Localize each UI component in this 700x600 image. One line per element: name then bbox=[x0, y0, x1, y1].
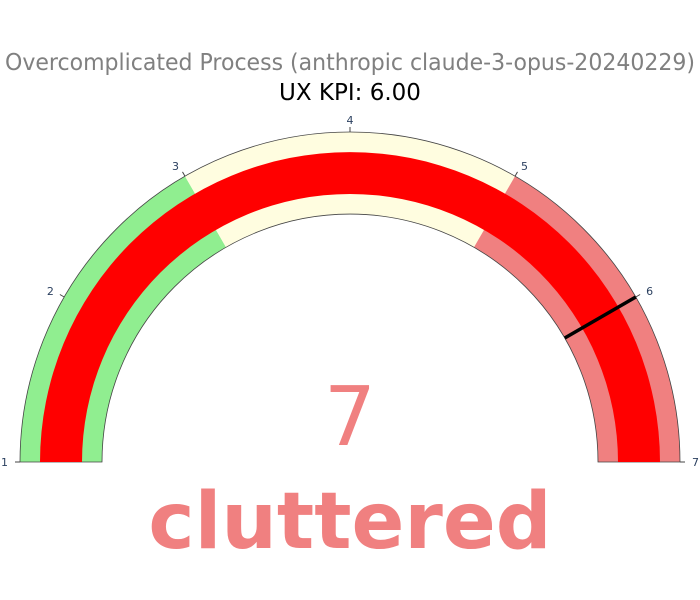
gauge-bar-layer bbox=[40, 152, 660, 462]
gauge-tick-label: 2 bbox=[47, 285, 54, 298]
gauge-tick-mark bbox=[182, 171, 186, 177]
gauge-value-bar bbox=[40, 152, 660, 462]
gauge-tick-label: 5 bbox=[521, 160, 528, 173]
gauge-axis-ticks: 1 2 3 4 5 6 7 bbox=[1, 114, 699, 469]
gauge-tick-label: 6 bbox=[646, 285, 653, 298]
gauge-tick-label: 7 bbox=[692, 456, 699, 469]
gauge-tick-mark bbox=[59, 294, 65, 298]
chart-subtitle: UX KPI: 6.00 bbox=[279, 80, 421, 106]
gauge-value-number: 7 bbox=[324, 370, 376, 465]
gauge-tick-label: 4 bbox=[347, 114, 354, 127]
gauge-threshold-line bbox=[563, 295, 637, 340]
gauge-tick-label: 1 bbox=[1, 456, 8, 469]
gauge-tick-label: 3 bbox=[172, 160, 179, 173]
gauge-tick-mark bbox=[635, 294, 641, 298]
gauge-tick-mark bbox=[514, 171, 518, 177]
gauge-threshold-layer bbox=[563, 295, 637, 340]
chart-title: Overcomplicated Process (anthropic claud… bbox=[5, 50, 695, 76]
gauge-outline bbox=[19, 131, 681, 463]
gauge-value-word: cluttered bbox=[148, 477, 551, 567]
